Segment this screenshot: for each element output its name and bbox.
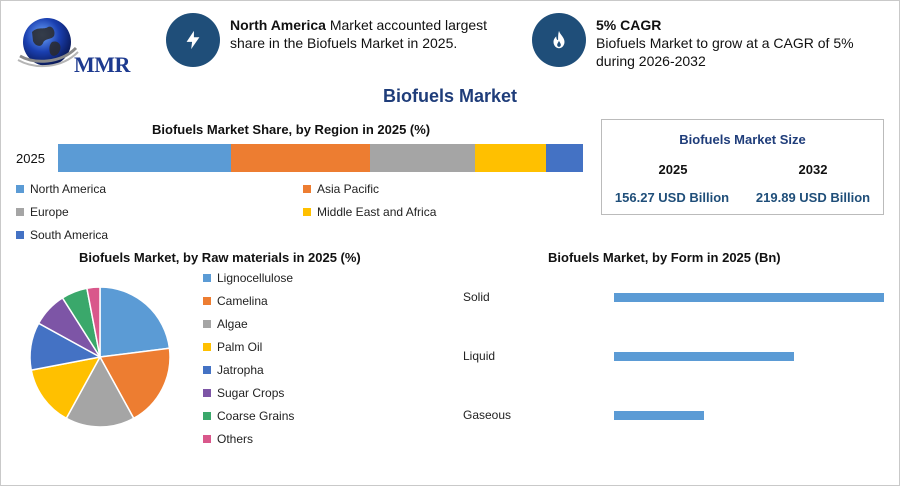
raw-materials-pie-chart	[29, 286, 171, 428]
legend-label: Algae	[217, 317, 248, 331]
raw-materials-legend-item-jatropha: Jatropha	[203, 363, 264, 377]
region-bar-segment-asia-pacific	[231, 144, 371, 172]
raw-materials-legend-item-lignocellulose: Lignocellulose	[203, 271, 293, 285]
legend-swatch	[203, 320, 211, 328]
raw-materials-legend-item-algae: Algae	[203, 317, 248, 331]
market-size-value-2025: 156.27 USD Billion	[614, 190, 730, 205]
region-legend-item-middle-east-and-africa: Middle East and Africa	[303, 205, 436, 219]
raw-materials-chart-title: Biofuels Market, by Raw materials in 202…	[79, 250, 361, 265]
form-chart-title: Biofuels Market, by Form in 2025 (Bn)	[548, 250, 781, 265]
logo-text: MMR	[74, 52, 130, 77]
legend-label: South America	[30, 228, 109, 242]
market-size-box: Biofuels Market Size 2025 2032 156.27 US…	[601, 119, 884, 215]
legend-label: Palm Oil	[217, 340, 263, 354]
region-chart-year-label: 2025	[16, 151, 45, 166]
mmr-logo: MMR	[14, 12, 139, 78]
pie-slice-palm-oil	[30, 355, 102, 420]
region-bar-segment-europe	[370, 144, 476, 172]
legend-swatch	[203, 412, 211, 420]
form-bar-solid	[614, 293, 884, 302]
highlight-2-text: Biofuels Market to grow at a CAGR of 5% …	[596, 35, 854, 69]
market-size-year-2025: 2025	[658, 162, 688, 177]
region-stacked-bar	[58, 144, 583, 172]
region-legend-item-south-america: South America	[16, 228, 108, 242]
legend-label: North America	[30, 182, 107, 196]
legend-label: Jatropha	[217, 363, 264, 377]
form-category-label-solid: Solid	[463, 290, 490, 304]
globe-icon	[17, 18, 79, 68]
legend-label: Asia Pacific	[317, 182, 380, 196]
region-bar-segment-south-america	[546, 144, 583, 172]
legend-swatch	[303, 185, 311, 193]
region-legend-item-asia-pacific: Asia Pacific	[303, 182, 379, 196]
page-title: Biofuels Market	[382, 86, 518, 106]
region-bar-segment-middle-east-and-africa	[475, 144, 547, 172]
legend-swatch	[16, 231, 24, 239]
region-legend-item-europe: Europe	[16, 205, 69, 219]
highlight-north-america: North America Market accounted largest s…	[230, 16, 520, 52]
legend-swatch	[303, 208, 311, 216]
region-bar-segment-north-america	[58, 144, 232, 172]
legend-label: Middle East and Africa	[317, 205, 437, 219]
raw-materials-legend-item-others: Others	[203, 432, 253, 446]
pie-slice-algae	[65, 355, 135, 428]
legend-swatch	[203, 343, 211, 351]
form-category-label-gaseous: Gaseous	[463, 408, 512, 422]
form-category-label-liquid: Liquid	[463, 349, 496, 363]
market-size-title: Biofuels Market Size	[679, 132, 806, 147]
legend-label: Coarse Grains	[217, 409, 295, 423]
legend-swatch	[203, 389, 211, 397]
legend-swatch	[203, 274, 211, 282]
legend-label: Others	[217, 432, 254, 446]
raw-materials-legend-item-coarse-grains: Coarse Grains	[203, 409, 294, 423]
legend-swatch	[16, 208, 24, 216]
legend-swatch	[203, 366, 211, 374]
pie-slice-others	[86, 286, 101, 358]
raw-materials-legend-item-sugar-crops: Sugar Crops	[203, 386, 284, 400]
form-bar-gaseous	[614, 411, 704, 420]
lightning-icon	[166, 13, 220, 67]
market-size-value-2032: 219.89 USD Billion	[755, 190, 871, 205]
market-size-year-2032: 2032	[798, 162, 828, 177]
legend-swatch	[203, 435, 211, 443]
legend-swatch	[203, 297, 211, 305]
highlight-1-bold: North America	[230, 17, 326, 33]
highlight-cagr: 5% CAGR Biofuels Market to grow at a CAG…	[596, 16, 886, 70]
legend-swatch	[16, 185, 24, 193]
highlight-2-bold: 5% CAGR	[596, 17, 662, 33]
legend-label: Camelina	[217, 294, 268, 308]
fire-icon	[532, 13, 586, 67]
form-bar-liquid	[614, 352, 794, 361]
raw-materials-legend-item-palm-oil: Palm Oil	[203, 340, 262, 354]
region-chart-title: Biofuels Market Share, by Region in 2025…	[152, 122, 431, 137]
pie-slice-camelina	[98, 347, 171, 420]
highlight-1-text: Market accounted largest share in the Bi…	[230, 17, 488, 51]
pie-slice-lignocellulose	[99, 286, 171, 358]
region-legend-item-north-america: North America	[16, 182, 106, 196]
legend-label: Lignocellulose	[217, 271, 294, 285]
legend-label: Europe	[30, 205, 69, 219]
legend-label: Sugar Crops	[217, 386, 285, 400]
raw-materials-legend-item-camelina: Camelina	[203, 294, 268, 308]
